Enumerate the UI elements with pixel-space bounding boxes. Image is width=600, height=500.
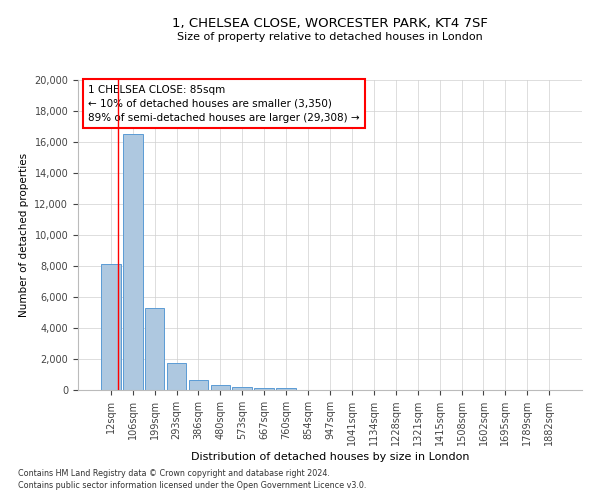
- Text: 1 CHELSEA CLOSE: 85sqm
← 10% of detached houses are smaller (3,350)
89% of semi-: 1 CHELSEA CLOSE: 85sqm ← 10% of detached…: [88, 84, 360, 122]
- Bar: [211, 386, 230, 390]
- Text: Contains public sector information licensed under the Open Government Licence v3: Contains public sector information licen…: [18, 481, 367, 490]
- Y-axis label: Number of detached properties: Number of detached properties: [19, 153, 29, 317]
- Text: 1, CHELSEA CLOSE, WORCESTER PARK, KT4 7SF: 1, CHELSEA CLOSE, WORCESTER PARK, KT4 7S…: [172, 18, 488, 30]
- X-axis label: Distribution of detached houses by size in London: Distribution of detached houses by size …: [191, 452, 469, 462]
- Bar: [276, 388, 296, 390]
- Text: Contains HM Land Registry data © Crown copyright and database right 2024.: Contains HM Land Registry data © Crown c…: [18, 468, 330, 477]
- Bar: [145, 308, 164, 390]
- Text: Size of property relative to detached houses in London: Size of property relative to detached ho…: [177, 32, 483, 42]
- Bar: [101, 264, 121, 390]
- Bar: [123, 134, 143, 390]
- Bar: [232, 387, 252, 390]
- Bar: [254, 388, 274, 390]
- Bar: [167, 363, 187, 390]
- Bar: [188, 380, 208, 390]
